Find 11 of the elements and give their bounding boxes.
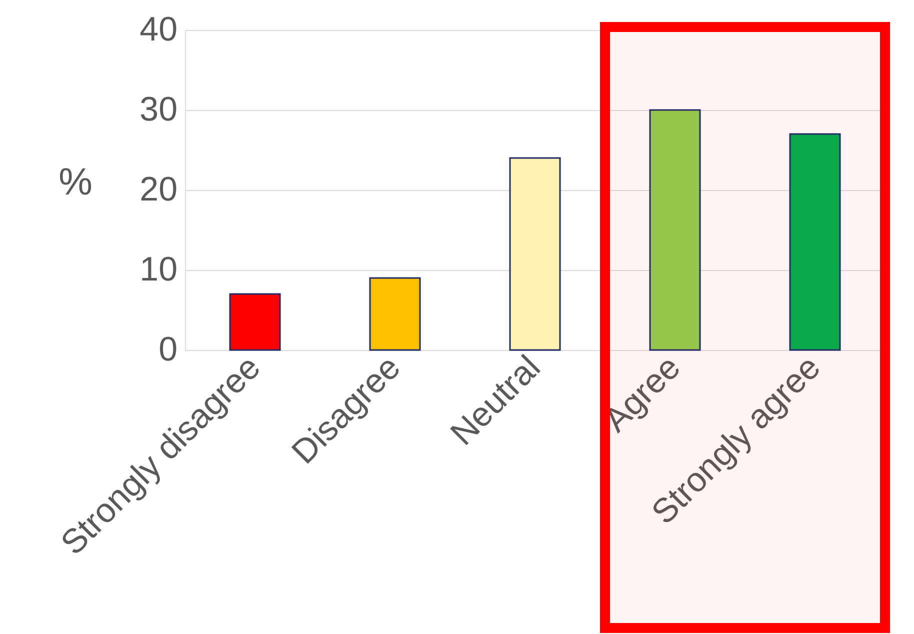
y-tick-label: 30 bbox=[140, 90, 178, 128]
y-tick-label: 40 bbox=[140, 10, 178, 48]
y-tick-label: 0 bbox=[158, 330, 178, 368]
bar bbox=[789, 133, 841, 351]
bar bbox=[649, 109, 701, 351]
bar bbox=[369, 277, 421, 351]
bar bbox=[229, 293, 281, 351]
y-tick-label: 20 bbox=[140, 170, 178, 208]
y-tick-label: 10 bbox=[140, 250, 178, 288]
bar bbox=[509, 157, 561, 351]
y-axis-title: % bbox=[58, 162, 92, 204]
